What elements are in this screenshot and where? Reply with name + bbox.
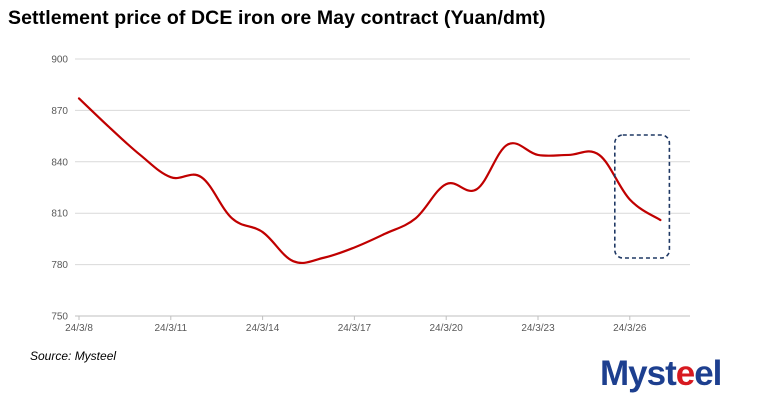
source-note: Source: Mysteel xyxy=(30,349,117,363)
highlight-box xyxy=(613,134,671,259)
y-tick-label: 870 xyxy=(51,106,68,117)
series-layer xyxy=(77,97,662,265)
x-tick-label: 24/3/20 xyxy=(430,323,464,334)
y-tick-label: 780 xyxy=(51,260,68,271)
y-tick-label: 840 xyxy=(51,157,68,168)
x-tick-label: 24/3/23 xyxy=(521,323,555,334)
x-tick-label: 24/3/26 xyxy=(613,323,647,334)
y-axis-ticks: 900 870 840 810 780 750 xyxy=(51,55,68,323)
y-tick-label: 900 xyxy=(51,55,68,66)
chart-title: Settlement price of DCE iron ore May con… xyxy=(8,7,546,29)
y-tick-label: 750 xyxy=(51,312,68,323)
x-tick-label: 24/3/14 xyxy=(246,323,280,334)
y-tick-label: 810 xyxy=(51,209,68,220)
x-tick-label: 24/3/11 xyxy=(154,323,187,334)
price-line xyxy=(77,97,662,265)
mysteel-logo: Mysteel xyxy=(600,354,722,393)
x-tick-label: 24/3/8 xyxy=(65,323,93,334)
x-axis-ticks: 24/3/8 24/3/11 24/3/14 24/3/17 24/3/20 24/3/2… xyxy=(65,316,647,334)
x-tick-label: 24/3/17 xyxy=(338,323,372,334)
gridlines xyxy=(75,58,690,317)
annotation-layer xyxy=(613,134,671,259)
